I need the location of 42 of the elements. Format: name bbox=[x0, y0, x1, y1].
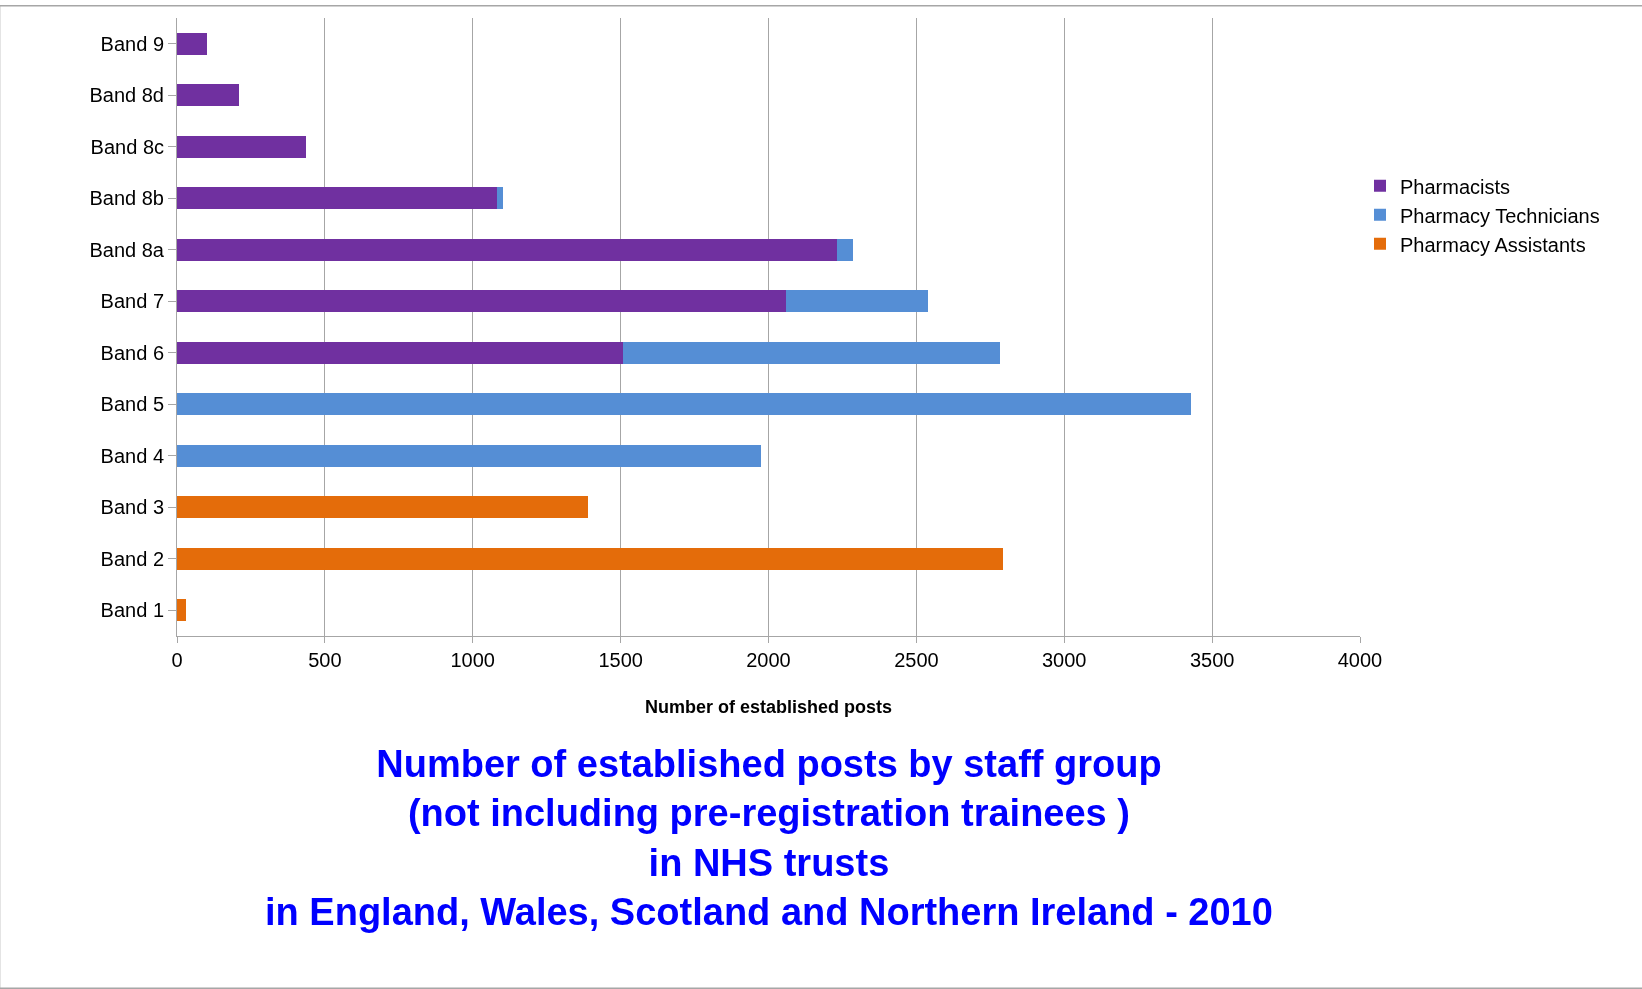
x-tick-label: 3000 bbox=[1042, 649, 1087, 671]
text: Number of established posts by staff group (not including pre-registration trainees ) in NHS trusts in England, Wales, Scotland and Northern Ireland - 2010 bbox=[265, 743, 1273, 934]
bar bbox=[622, 341, 1000, 364]
bar bbox=[177, 32, 207, 55]
x-tick-label: 4000 bbox=[1337, 649, 1383, 671]
y-tick-label: Band 3 bbox=[100, 496, 164, 519]
y-tick-label: Band 8d bbox=[89, 84, 164, 107]
x-tick-label: 3500 bbox=[1189, 649, 1235, 671]
x-tick-label: 2000 bbox=[746, 649, 791, 671]
y-tick-label: Band 8b bbox=[89, 187, 164, 210]
bar bbox=[177, 290, 787, 313]
bar bbox=[177, 84, 240, 107]
x-axis-title: Number of established posts bbox=[644, 697, 893, 718]
bar bbox=[177, 444, 762, 467]
y-tick-label: Band 2 bbox=[100, 547, 164, 570]
y-tick-label: Band 1 bbox=[100, 599, 164, 622]
x-tick-label: 2500 bbox=[894, 649, 939, 671]
bar bbox=[177, 599, 187, 622]
y-tick-label: Band 5 bbox=[100, 393, 164, 416]
x-tick-label: 500 bbox=[308, 649, 342, 671]
bar bbox=[177, 341, 623, 364]
bar bbox=[177, 135, 306, 158]
bar bbox=[177, 393, 1192, 416]
x-tick-label: 1500 bbox=[598, 649, 643, 671]
legend-label: Pharmacy Technicians bbox=[1400, 204, 1600, 227]
y-tick-label: Band 8c bbox=[90, 135, 164, 158]
legend-label: Pharmacy Assistants bbox=[1400, 233, 1586, 256]
bar bbox=[177, 496, 588, 519]
legend-label: Pharmacists bbox=[1400, 175, 1511, 198]
x-tick-label: 0 bbox=[171, 649, 183, 671]
y-tick-label: Band 4 bbox=[100, 444, 164, 467]
bar bbox=[786, 290, 928, 313]
y-tick-label: Band 6 bbox=[100, 341, 164, 364]
bar bbox=[497, 187, 504, 210]
x-tick-label: 1000 bbox=[450, 649, 495, 671]
bar bbox=[836, 238, 854, 261]
bar bbox=[177, 238, 837, 261]
y-tick-label: Band 8a bbox=[89, 238, 165, 261]
y-tick-label: Band 7 bbox=[100, 290, 164, 313]
bar bbox=[177, 187, 498, 210]
y-tick-label: Band 9 bbox=[100, 32, 164, 55]
bar bbox=[177, 547, 1004, 570]
